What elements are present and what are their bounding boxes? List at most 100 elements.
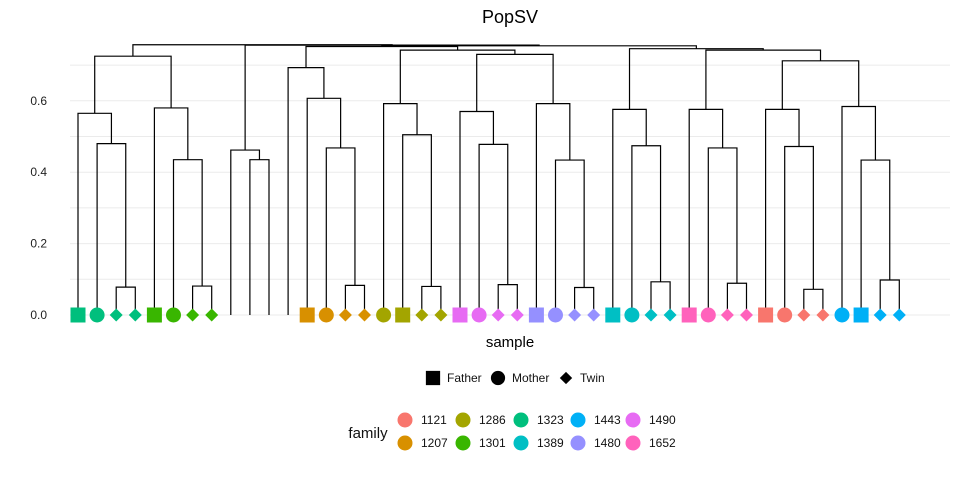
dendrogram-branch (287, 66, 325, 315)
leaf-markers (70, 307, 906, 323)
leaf-marker-circle (89, 307, 105, 323)
dendrogram-branch (115, 286, 136, 315)
dendrogram-branch (765, 108, 800, 315)
y-axis: 0.0 0.2 0.4 0.6 (30, 94, 47, 322)
dendrogram-branch (132, 44, 393, 57)
leaf-marker-square (395, 307, 411, 323)
color-legend-label: 1301 (479, 436, 506, 450)
color-legend-label: 1207 (421, 436, 448, 450)
dendrogram-branch (803, 288, 824, 315)
leaf-marker-diamond (892, 308, 906, 322)
leaf-marker-diamond (109, 308, 123, 322)
leaf-marker-diamond (816, 308, 830, 322)
dendrogram-branch (192, 285, 213, 315)
dendrogram-branch (402, 134, 432, 315)
y-tick-label: 0.6 (30, 94, 47, 108)
color-legend-label: 1443 (594, 413, 621, 427)
chart-title: PopSV (482, 7, 538, 27)
leaf-marker-square (299, 307, 315, 323)
leaf-marker-circle (548, 307, 563, 323)
dendrogram-branch (612, 108, 647, 315)
shape-legend-label: Mother (512, 371, 549, 385)
leaf-marker-diamond (358, 308, 371, 322)
y-tick-label: 0.0 (30, 308, 47, 322)
leaf-marker-diamond (568, 308, 582, 322)
color-legend-key (625, 435, 641, 451)
leaf-marker-diamond (873, 308, 887, 322)
dendrogram-branch (628, 48, 764, 110)
leaf-marker-square (146, 307, 162, 323)
leaf-marker-diamond (740, 308, 753, 322)
shape-legend: Father Mother Twin (425, 370, 605, 386)
dendrogram-branch (476, 53, 554, 112)
leaf-marker-square (70, 307, 86, 323)
dendrogram-branch (781, 60, 860, 110)
leaf-marker-diamond (587, 308, 601, 322)
leaf-marker-square (681, 307, 697, 323)
dendrogram-branch (650, 281, 671, 315)
color-legend-key (397, 435, 413, 451)
leaf-marker-diamond (720, 308, 734, 322)
dendrogram-tree (77, 44, 900, 315)
legend-key-circle (490, 370, 506, 386)
color-legend-title: family (348, 425, 388, 442)
leaf-marker-diamond (491, 308, 505, 322)
color-legend-key (570, 412, 586, 428)
color-legend-label: 1121 (421, 413, 447, 427)
leaf-marker-diamond (205, 308, 219, 322)
color-legend: family 1121 1207 1286 1301 1323 1389 1443 1480 1… (348, 412, 676, 451)
leaf-marker-diamond (663, 308, 677, 322)
gridlines (70, 64, 950, 316)
shape-legend-label: Father (447, 371, 482, 385)
y-tick-label: 0.4 (30, 165, 47, 179)
dendrogram-branch (325, 147, 356, 315)
color-legend-key (625, 412, 641, 428)
leaf-marker-circle (624, 307, 640, 323)
dendrogram-branch (688, 108, 724, 315)
dendrogram-branch (421, 285, 442, 315)
leaf-marker-diamond (510, 308, 524, 322)
color-legend-key (513, 435, 529, 451)
leaf-marker-square (853, 307, 869, 323)
dendrogram-branch (554, 159, 585, 315)
leaf-marker-diamond (128, 308, 142, 322)
x-axis-title: sample (486, 334, 534, 351)
dendrogram-branch (383, 103, 418, 315)
dendrogram-branch (841, 105, 877, 315)
leaf-marker-square (605, 307, 621, 323)
leaf-marker-diamond (644, 308, 658, 322)
dendrogram-branch (230, 149, 261, 315)
dendrogram-branch (478, 143, 509, 315)
dendrogram-branch (726, 282, 748, 315)
dendrogram-branch (574, 286, 595, 315)
color-legend-label: 1286 (479, 413, 506, 427)
leaf-marker-circle (777, 307, 793, 323)
dendrogram-branch (459, 110, 495, 315)
dendrogram-branch (153, 107, 189, 315)
leaf-marker-circle (166, 307, 181, 323)
legend-key-square (425, 370, 441, 386)
leaf-marker-square (452, 307, 468, 323)
leaf-marker-diamond (186, 308, 200, 322)
color-legend-label: 1323 (537, 413, 564, 427)
color-legend-key (397, 412, 413, 428)
dendrogram-branch (399, 49, 516, 104)
color-legend-label: 1652 (649, 436, 676, 450)
dendrogram-branch (860, 159, 891, 315)
shape-legend-label: Twin (580, 371, 605, 385)
dendrogram-branch (96, 143, 127, 315)
leaf-marker-circle (471, 307, 487, 323)
legend-key-diamond (559, 371, 573, 385)
color-legend-label: 1480 (594, 436, 621, 450)
dendrogram-branch (244, 44, 540, 151)
leaf-marker-diamond (434, 308, 448, 322)
leaf-marker-circle (700, 307, 716, 323)
dendrogram-branch (879, 279, 900, 315)
y-tick-label: 0.2 (30, 237, 47, 251)
color-legend-key (455, 435, 471, 451)
leaf-marker-diamond (338, 308, 352, 322)
leaf-marker-circle (376, 307, 392, 323)
dendrogram-branch (497, 284, 518, 315)
color-legend-label: 1490 (649, 413, 676, 427)
